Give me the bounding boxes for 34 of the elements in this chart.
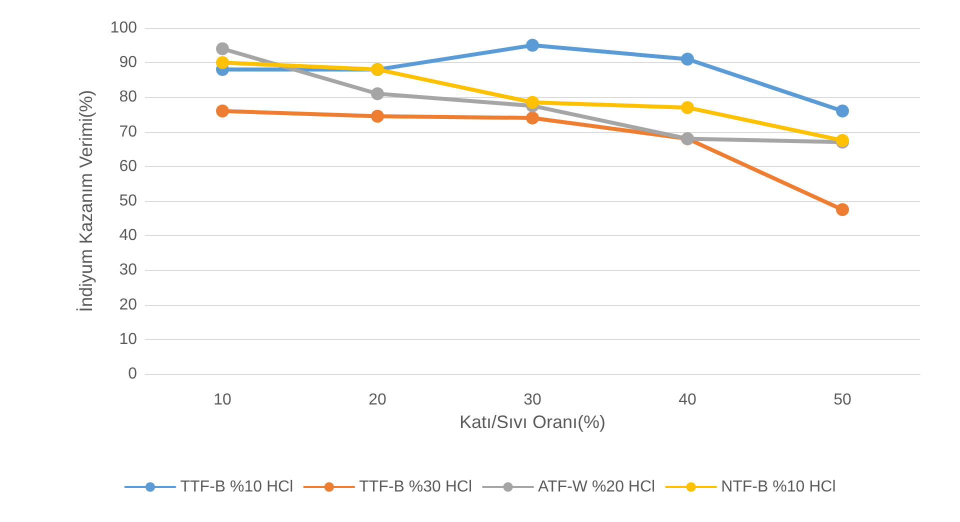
point: [216, 42, 229, 56]
y-tick-label: 60: [119, 158, 138, 175]
y-tick-label: 20: [119, 296, 138, 314]
y-tick-label: 70: [119, 123, 138, 140]
y-tick-label: 30: [119, 262, 138, 279]
legend-label: ATF-W %20 HCl: [538, 478, 656, 496]
x-tick-label: 30: [524, 392, 542, 408]
y-tick-label: 0: [128, 366, 138, 382]
legend-label: TTF-B %10 HCl: [180, 478, 294, 496]
point: [216, 104, 229, 118]
y-tick-label: 80: [119, 88, 138, 106]
legend-label: NTF-B %10 HCl: [721, 478, 836, 496]
point: [526, 96, 539, 109]
y-axis-title: İndiyum Kazanım Verimi(%): [76, 90, 96, 312]
point: [526, 38, 539, 52]
point: [681, 101, 694, 114]
y-tick-label: 40: [119, 227, 138, 244]
point: [526, 111, 539, 124]
y-tick-label: 100: [110, 20, 138, 36]
point: [216, 56, 229, 70]
point: [681, 52, 694, 66]
y-tick-label: 90: [119, 54, 138, 72]
point: [371, 87, 384, 100]
y-tick-label: 10: [119, 330, 138, 348]
x-tick-label: 50: [834, 392, 852, 408]
point: [371, 110, 384, 123]
x-tick-label: 40: [678, 392, 696, 408]
x-tick-label: 10: [214, 392, 232, 408]
x-axis-title: Katı/Sıvı Oranı(%): [459, 412, 606, 432]
x-tick-label: 20: [368, 392, 386, 408]
y-tick-label: 50: [119, 192, 138, 210]
legend-label: TTF-B %30 HCl: [359, 478, 472, 496]
point: [836, 104, 849, 118]
point: [836, 203, 849, 216]
